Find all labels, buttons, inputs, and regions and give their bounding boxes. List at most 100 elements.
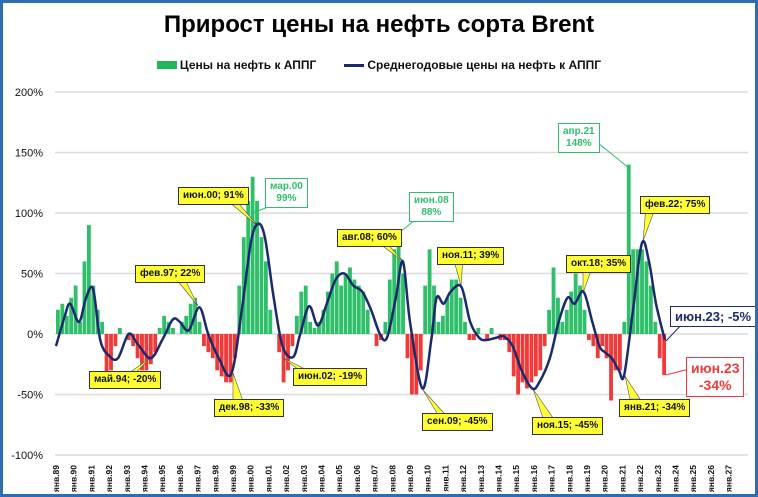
bar [202,334,206,347]
annotation-feb22: фев.22; 75% [640,196,711,214]
x-tick-label: янв.93 [122,465,132,492]
bar [64,315,69,334]
bar [69,297,74,334]
y-tick-label: -50% [17,390,43,402]
bar [631,249,636,334]
legend-label: Среднегодовые цены на нефть к АППГ [367,58,602,72]
bar [268,309,273,334]
bar [224,334,228,383]
annotation-feb97: фев.97; 22% [135,265,206,283]
bar [78,321,82,334]
y-tick-label: 200% [15,87,43,99]
x-tick-label: янв.00 [246,465,256,492]
bar [131,334,136,347]
bar [644,261,649,334]
bar [109,334,113,371]
bar [485,334,490,341]
bar [82,261,87,334]
annotation-line: 148% [566,138,592,149]
bar [365,309,370,334]
bar [330,273,335,334]
bar [73,285,78,334]
annotation-line: 99% [276,193,297,204]
bar [595,334,600,359]
average-line [54,222,667,391]
bar [237,285,242,334]
x-tick-label: янв.99 [228,465,238,492]
x-tick-label: янв.15 [511,465,521,492]
x-tick-label: янв.94 [140,465,150,492]
x-tick-label: янв.97 [193,465,203,492]
bar [538,334,543,371]
bar [626,164,631,334]
y-tick-label: -100% [11,450,43,462]
x-tick-label: янв.98 [210,465,220,492]
bar [383,321,388,334]
bar [653,321,658,334]
bar [56,309,60,334]
bar [635,249,640,334]
bar [104,334,109,377]
x-tick-label: янв.02 [281,465,291,492]
x-tick-label: янв.19 [582,465,592,492]
bar [662,334,667,376]
bar [445,297,450,334]
bar [591,334,596,347]
bar [405,334,410,359]
annotation-apr21: апр.21 148% [558,123,600,153]
bar [640,249,644,334]
bar [91,285,96,334]
bar [520,334,525,383]
bar [126,334,131,341]
x-tick-label: янв.14 [494,465,504,492]
x-tick-label: янв.25 [688,465,698,492]
x-tick-label: янв.13 [476,465,486,492]
legend-swatch-line [344,63,365,67]
bar [215,334,220,371]
bar [241,237,246,334]
bar [60,303,65,334]
bar [325,291,330,334]
x-tick-label: янв.27 [724,465,734,492]
x-tick-label: янв.07 [370,465,380,492]
callout-pointer [532,388,554,419]
annotation-jun02: июн.02; -19% [293,368,368,386]
bar [117,327,122,334]
bar [113,334,118,347]
bar [233,334,237,359]
annotation-mar00: мар.00 99% [265,178,308,208]
bar [609,334,613,401]
bar [290,334,295,347]
y-tick-label: 50% [21,269,43,281]
bar [410,334,414,395]
bar [135,334,140,359]
bar [436,321,441,334]
x-tick-label: янв.22 [635,465,645,492]
bar [463,321,467,334]
bar [259,237,264,334]
bar [547,309,551,334]
annotation-line: июн.08 [414,195,449,206]
x-tick-label: янв.12 [458,465,468,492]
bar [582,309,587,334]
bar [361,291,366,334]
bar [317,321,321,334]
bar [556,297,560,334]
bar [321,309,326,334]
x-tick-label: янв.90 [69,465,79,492]
bar [569,291,574,334]
x-tick-label: янв.18 [564,465,574,492]
bar [392,249,397,334]
bar [339,285,344,334]
bar [489,327,494,334]
annotation-jan21: янв.21; -34% [619,399,691,417]
bar [511,334,516,377]
bar [587,334,591,341]
bar [467,334,472,341]
x-tick-label: янв.08 [387,465,397,492]
bar [600,334,605,347]
x-tick-label: янв.17 [547,465,557,492]
bar [529,334,534,383]
annotation-jun23-avg: июн.23; -5% [670,306,755,327]
bar [162,315,167,334]
